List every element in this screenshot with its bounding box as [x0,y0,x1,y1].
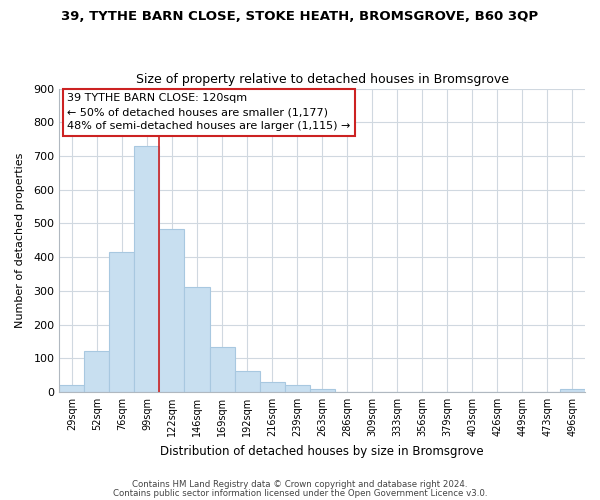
Bar [260,382,284,392]
Bar [85,352,109,392]
Y-axis label: Number of detached properties: Number of detached properties [15,152,25,328]
Text: Contains HM Land Registry data © Crown copyright and database right 2024.: Contains HM Land Registry data © Crown c… [132,480,468,489]
Text: 39, TYTHE BARN CLOSE, STOKE HEATH, BROMSGROVE, B60 3QP: 39, TYTHE BARN CLOSE, STOKE HEATH, BROMS… [61,10,539,23]
X-axis label: Distribution of detached houses by size in Bromsgrove: Distribution of detached houses by size … [160,444,484,458]
Bar [59,384,85,392]
Bar [160,229,184,392]
Title: Size of property relative to detached houses in Bromsgrove: Size of property relative to detached ho… [136,73,509,86]
Bar [560,389,585,392]
Text: 39 TYTHE BARN CLOSE: 120sqm
← 50% of detached houses are smaller (1,177)
48% of : 39 TYTHE BARN CLOSE: 120sqm ← 50% of det… [67,93,350,131]
Bar [284,385,310,392]
Bar [109,252,134,392]
Bar [310,388,335,392]
Text: Contains public sector information licensed under the Open Government Licence v3: Contains public sector information licen… [113,489,487,498]
Bar [209,347,235,392]
Bar [184,287,209,392]
Bar [134,146,160,392]
Bar [235,370,260,392]
